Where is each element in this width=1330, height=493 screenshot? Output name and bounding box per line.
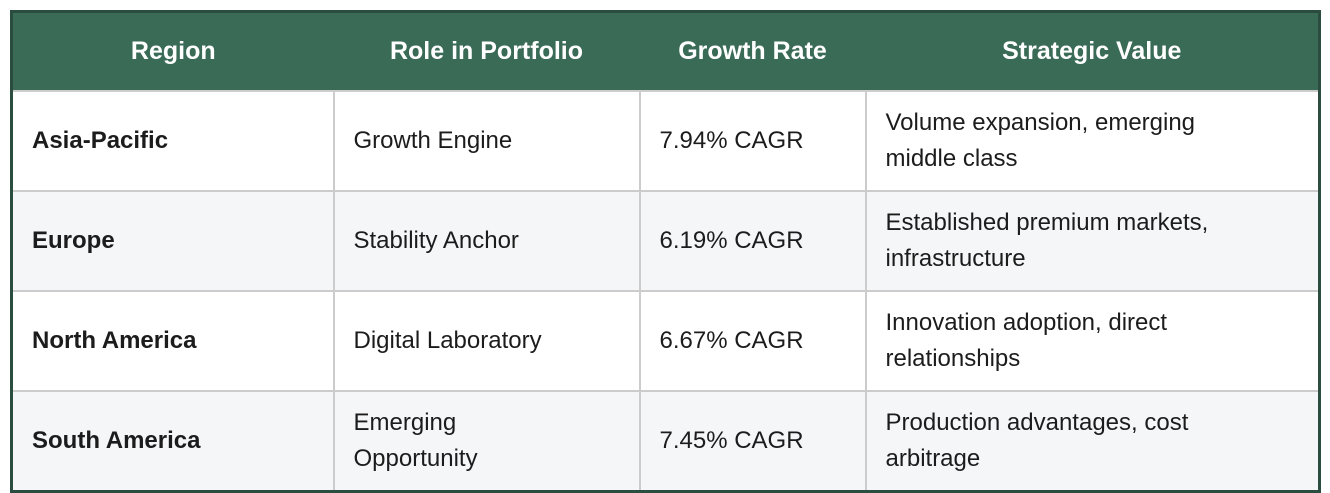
growth-rate-cell: 7.94% CAGR (638, 90, 867, 192)
role-text: Stability Anchor (353, 227, 519, 254)
growth-rate-cell: 6.67% CAGR (638, 290, 867, 392)
header-cell-strategic-value: Strategic Value (865, 11, 1320, 91)
role-cell: Emerging Opportunity (332, 390, 641, 493)
role-text: Growth Engine (353, 127, 513, 154)
table-row: South America Emerging Opportunity 7.45%… (10, 390, 1321, 493)
regional-portfolio-table: Region Role in Portfolio Growth Rate Str… (10, 10, 1321, 493)
role-text: Digital Laboratory (353, 327, 542, 354)
header-cell-region: Region (11, 11, 334, 91)
region-cell: Europe (10, 190, 335, 292)
strategic-value-cell: Volume expansion, emerging middle class (864, 90, 1321, 192)
region-cell: Asia-Pacific (10, 90, 335, 192)
strategic-value-cell: Innovation adoption, direct relationship… (864, 290, 1321, 392)
header-row: Region Role in Portfolio Growth Rate Str… (11, 11, 1320, 91)
table-header: Region Role in Portfolio Growth Rate Str… (11, 11, 1320, 91)
strategic-value-cell: Established premium markets, infrastruct… (864, 190, 1321, 292)
role-cell: Growth Engine (332, 90, 641, 192)
table-row: North America Digital Laboratory 6.67% C… (10, 290, 1321, 392)
table-row: Europe Stability Anchor 6.19% CAGR Estab… (10, 190, 1321, 292)
role-cell: Stability Anchor (332, 190, 641, 292)
strategic-value-text: Established premium markets, infrastruct… (885, 209, 1209, 272)
region-cell: South America (10, 390, 335, 493)
strategic-value-text: Innovation adoption, direct relationship… (885, 309, 1168, 372)
strategic-value-text: Volume expansion, emerging middle class (885, 109, 1196, 172)
role-text: Emerging Opportunity (353, 409, 478, 472)
table-row: Asia-Pacific Growth Engine 7.94% CAGR Vo… (10, 90, 1321, 192)
role-cell: Digital Laboratory (332, 290, 641, 392)
regional-portfolio-table-container: Region Role in Portfolio Growth Rate Str… (10, 10, 1321, 493)
header-cell-role: Role in Portfolio (333, 11, 640, 91)
growth-rate-cell: 7.45% CAGR (638, 390, 867, 493)
header-cell-growth-rate: Growth Rate (639, 11, 866, 91)
strategic-value-text: Production advantages, cost arbitrage (885, 409, 1189, 472)
table-body: Asia-Pacific Growth Engine 7.94% CAGR Vo… (10, 90, 1321, 493)
region-cell: North America (10, 290, 335, 392)
strategic-value-cell: Production advantages, cost arbitrage (864, 390, 1321, 493)
growth-rate-cell: 6.19% CAGR (638, 190, 867, 292)
